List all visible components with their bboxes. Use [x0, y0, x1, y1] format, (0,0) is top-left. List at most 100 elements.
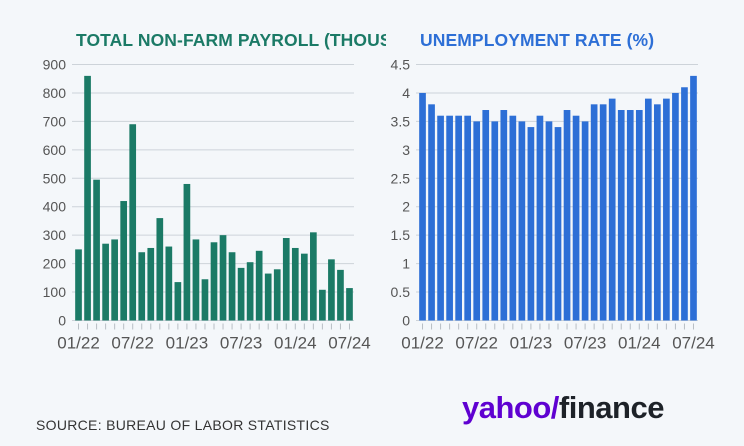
x-tick-label: 01/22	[401, 334, 444, 353]
y-tick-label: 1.5	[391, 227, 411, 243]
bar-01/22	[75, 249, 82, 321]
bar-02/22	[84, 75, 91, 321]
x-tick-label: 07/22	[455, 334, 498, 353]
x-tick-label: 07/23	[564, 334, 607, 353]
bar-08/23	[246, 262, 254, 321]
x-tick-label: 07/24	[672, 334, 715, 353]
bar-11/22	[165, 246, 173, 321]
logo-finance-text: finance	[558, 390, 665, 425]
bar-05/22	[455, 115, 462, 321]
bar-03/22	[437, 115, 444, 321]
bar-01/24	[635, 110, 643, 321]
bar-02/24	[644, 98, 652, 321]
y-tick-label: 300	[43, 227, 67, 243]
y-tick-label: 200	[43, 256, 67, 272]
bar-07/24	[346, 288, 353, 321]
bar-05/23	[219, 235, 227, 321]
unemployment-bar-chart: 0 0.5 1 1.5 2 2.5 3 3.5 4 4.5 01/22 07/22 01/23 07/23…	[391, 57, 715, 353]
y-tick-label: 700	[43, 113, 67, 129]
y-tick-label: 2	[402, 199, 410, 215]
x-tick-label: 01/24	[274, 334, 317, 353]
bar-02/23	[536, 115, 544, 321]
y-tick-label: 500	[43, 170, 67, 186]
bar-11/23	[273, 269, 281, 321]
y-tick-label: 4.5	[391, 57, 411, 73]
x-tick-label: 07/23	[220, 334, 263, 353]
bar-07/23	[237, 267, 245, 321]
y-tick-label: 3.5	[391, 113, 411, 129]
bar-01/23	[183, 183, 191, 321]
bar-04/22	[446, 115, 453, 321]
x-tick-label: 07/22	[111, 334, 154, 353]
bar-10/22	[156, 218, 164, 321]
bar-06/23	[228, 252, 236, 321]
x-tick-label: 01/23	[510, 334, 553, 353]
bar-07/24	[690, 75, 697, 321]
bar-02/23	[192, 239, 200, 321]
bar-12/22	[518, 121, 526, 321]
bar-01/23	[527, 127, 535, 321]
bar-11/22	[509, 115, 517, 321]
bar-03/23	[201, 279, 209, 321]
source-note: SOURCE: BUREAU OF LABOR STATISTICS	[36, 417, 330, 433]
x-tick-label: 01/24	[618, 334, 661, 353]
bar-05/24	[672, 92, 679, 321]
bar-03/23	[545, 121, 553, 321]
bar-09/23	[599, 104, 607, 321]
y-tick-label: 0	[58, 313, 66, 329]
bar-11/23	[617, 110, 625, 321]
bar-05/22	[111, 239, 118, 321]
y-tick-label: 0	[402, 313, 410, 329]
bar-07/23	[581, 121, 589, 321]
bar-04/22	[102, 243, 109, 321]
bar-08/22	[138, 252, 146, 321]
bar-09/23	[255, 250, 263, 321]
bar-06/22	[464, 115, 472, 321]
y-tick-label: 0.5	[391, 284, 411, 300]
bar-09/22	[491, 121, 499, 321]
bar-10/23	[264, 273, 272, 321]
bar-05/24	[328, 259, 335, 321]
y-tick-label: 600	[43, 142, 67, 158]
bar-10/23	[608, 98, 616, 321]
bar-03/22	[93, 179, 100, 321]
bar-08/22	[482, 110, 490, 321]
x-tick-label: 01/23	[166, 334, 209, 353]
bar-12/23	[626, 110, 634, 321]
y-tick-label: 800	[43, 85, 67, 101]
payroll-chart-title: TOTAL NON-FARM PAYROLL (THOUSANDS)	[76, 30, 386, 50]
bar-06/22	[120, 201, 128, 321]
bar-06/24	[337, 269, 344, 321]
payroll-bar-chart: 0 100 200 300 400 500 600 700 800 900 01/22 07/22 01…	[43, 57, 371, 353]
bar-08/23	[590, 104, 598, 321]
logo-slash-glyph: /	[550, 390, 560, 425]
bar-06/23	[572, 115, 580, 321]
y-tick-label: 400	[43, 199, 67, 215]
x-tick-label: 01/22	[57, 334, 100, 353]
bar-09/22	[147, 247, 155, 321]
bar-03/24	[654, 104, 661, 321]
unemployment-chart-title: UNEMPLOYMENT RATE (%)	[420, 30, 655, 50]
bar-04/24	[663, 98, 670, 321]
x-tick-label: 07/24	[328, 334, 371, 353]
bar-01/24	[291, 247, 299, 321]
y-tick-label: 900	[43, 57, 67, 73]
logo-yahoo-text: yahoo	[462, 390, 551, 425]
bar-07/22	[473, 121, 481, 321]
bar-04/24	[319, 289, 326, 321]
yahoo-finance-logo: yahoo/finance	[462, 390, 664, 426]
bar-07/22	[129, 124, 137, 321]
bar-02/24	[300, 253, 308, 321]
bar-06/24	[681, 87, 688, 321]
bar-10/22	[500, 110, 508, 321]
bar-04/23	[554, 127, 562, 321]
bar-02/22	[428, 104, 435, 321]
y-tick-label: 1	[402, 256, 410, 272]
bar-04/23	[210, 242, 218, 321]
y-tick-label: 4	[402, 85, 410, 101]
bar-05/23	[563, 110, 571, 321]
y-tick-label: 100	[43, 284, 67, 300]
bar-12/22	[174, 282, 182, 321]
bar-03/24	[310, 232, 317, 321]
y-tick-label: 2.5	[391, 170, 411, 186]
